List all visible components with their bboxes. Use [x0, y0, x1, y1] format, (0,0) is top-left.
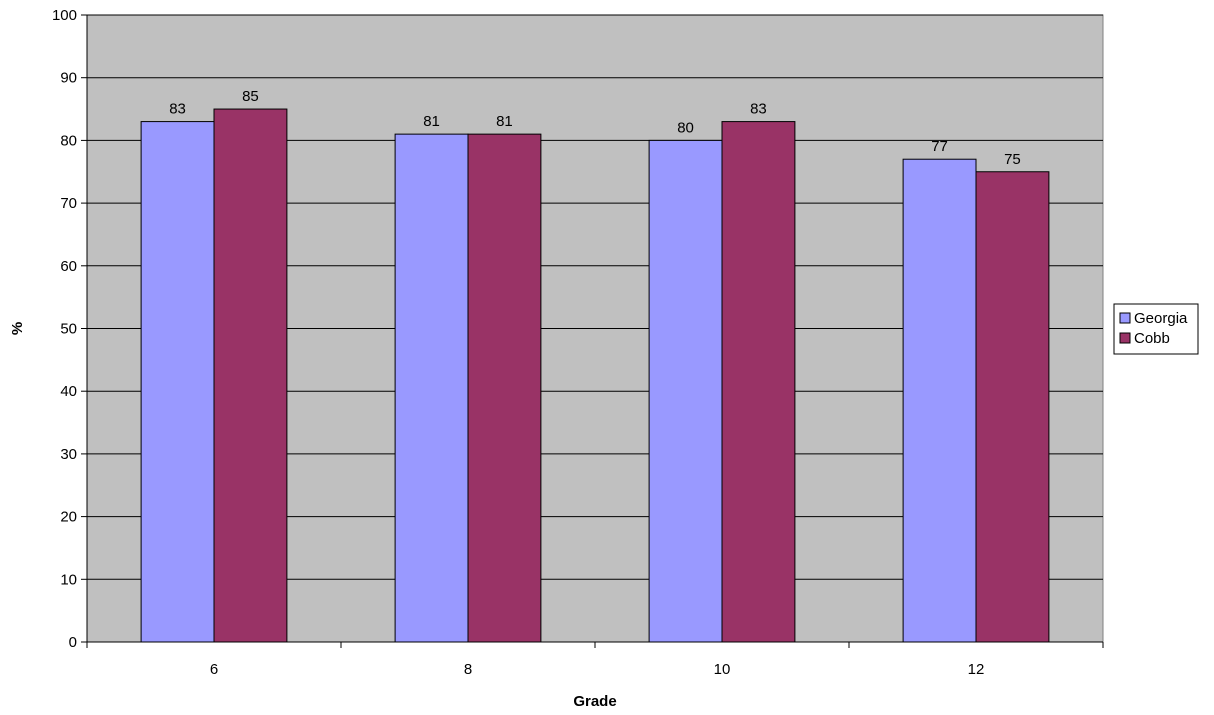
y-tick-label: 0 — [69, 634, 77, 651]
x-tick-labels: 6 8 10 12 — [210, 661, 985, 678]
data-label: 81 — [496, 113, 513, 130]
bar-cobb-12 — [975, 171, 1050, 643]
data-label: 83 — [169, 101, 186, 118]
y-tick-label: 90 — [60, 70, 77, 87]
bar-georgia-12 — [902, 158, 977, 643]
legend: Georgia Cobb — [1113, 303, 1199, 355]
x-tick-label: 10 — [714, 661, 731, 678]
y-tick-label: 100 — [52, 7, 77, 24]
legend-swatch-cobb — [1119, 332, 1131, 344]
y-tick-label: 60 — [60, 258, 77, 275]
y-tick-label: 10 — [60, 571, 77, 588]
x-tick-label: 8 — [464, 661, 472, 678]
data-label: 75 — [1004, 151, 1021, 168]
y-tick-labels: 0 10 20 30 40 50 60 70 80 90 100 — [52, 7, 77, 651]
x-tick-label: 12 — [968, 661, 985, 678]
y-tick-label: 20 — [60, 509, 77, 526]
bar-georgia-6 — [140, 121, 215, 643]
y-tick-label: 50 — [60, 321, 77, 338]
data-label: 81 — [423, 113, 440, 130]
bar-cobb-6 — [213, 108, 288, 643]
y-axis-title: % — [9, 322, 26, 335]
y-tick-label: 30 — [60, 446, 77, 463]
legend-box — [1113, 303, 1199, 355]
y-tick-label: 70 — [60, 195, 77, 212]
data-label: 85 — [242, 88, 259, 105]
y-tick-label: 80 — [60, 132, 77, 149]
data-label: 80 — [677, 119, 694, 136]
legend-label-cobb: Cobb — [1134, 330, 1170, 347]
data-label: 77 — [931, 138, 948, 155]
bar-georgia-8 — [394, 133, 469, 643]
bar-cobb-10 — [721, 121, 796, 643]
bar-cobb-8 — [467, 133, 542, 643]
axes — [81, 14, 1104, 648]
x-tick-label: 6 — [210, 661, 218, 678]
data-labels: 83 85 81 81 80 83 77 75 — [169, 88, 1021, 168]
legend-label-georgia: Georgia — [1134, 310, 1188, 327]
data-label: 83 — [750, 101, 767, 118]
legend-swatch-georgia — [1119, 312, 1131, 324]
x-axis-title: Grade — [573, 693, 616, 710]
bar-georgia-10 — [648, 139, 723, 643]
y-tick-label: 40 — [60, 383, 77, 400]
